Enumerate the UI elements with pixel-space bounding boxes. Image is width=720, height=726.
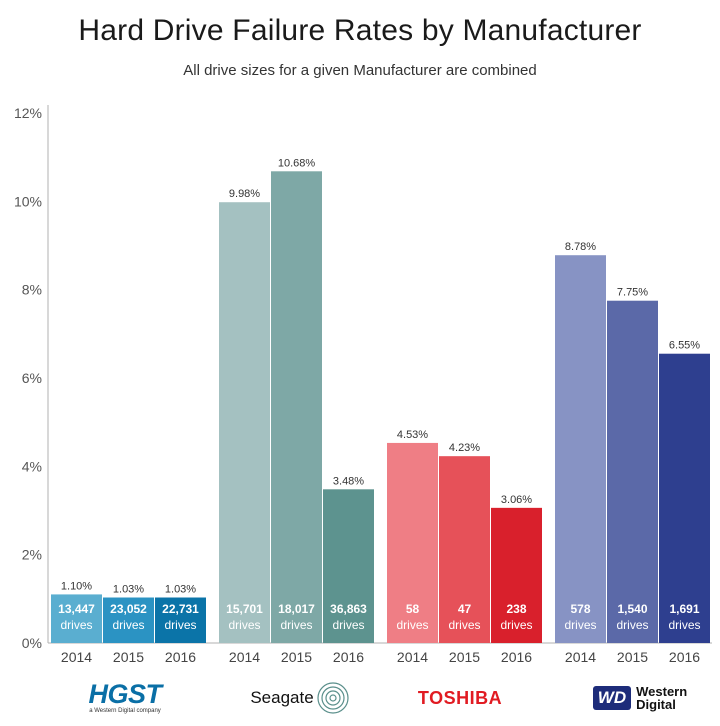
bar-drives-count: 36,863 bbox=[330, 602, 367, 616]
wd-logo-line1: Western bbox=[636, 684, 688, 699]
wd-logo-line2: Digital bbox=[636, 697, 676, 712]
x-tick-label: 2015 bbox=[281, 649, 312, 665]
bar-value-label: 4.23% bbox=[449, 442, 480, 454]
y-tick-label: 8% bbox=[22, 282, 42, 298]
seagate-logo-wordmark: Seagate bbox=[250, 688, 314, 707]
bar-drives-count: 22,731 bbox=[162, 602, 199, 616]
bar-drives-count: 15,701 bbox=[226, 602, 263, 616]
bar-value-label: 1.03% bbox=[113, 584, 144, 596]
x-tick-label: 2016 bbox=[333, 649, 364, 665]
bar-value-label: 8.78% bbox=[565, 241, 596, 253]
bar bbox=[271, 171, 322, 644]
seagate-swirl-icon bbox=[317, 682, 349, 714]
bar-drives-label: drives bbox=[112, 618, 144, 632]
bar-value-label: 9.98% bbox=[229, 188, 260, 200]
y-tick-label: 6% bbox=[22, 370, 42, 386]
y-tick-label: 12% bbox=[14, 105, 42, 121]
bar-drives-label: drives bbox=[448, 618, 480, 632]
x-tick-label: 2015 bbox=[449, 649, 480, 665]
x-tick-label: 2014 bbox=[397, 649, 428, 665]
bar-drives-label: drives bbox=[396, 618, 428, 632]
y-tick-label: 4% bbox=[22, 458, 42, 474]
bar bbox=[439, 456, 490, 643]
bar bbox=[387, 442, 438, 643]
bar-value-label: 3.48% bbox=[333, 475, 364, 487]
bar-drives-count: 1,540 bbox=[617, 602, 647, 616]
bar-drives-label: drives bbox=[668, 618, 700, 632]
hgst-logo-tagline: a Western Digital company bbox=[89, 708, 161, 714]
bar bbox=[219, 202, 270, 643]
y-tick-label: 2% bbox=[22, 547, 42, 563]
wd-logo-wordmark: Western Digital bbox=[636, 685, 687, 711]
bar-drives-label: drives bbox=[164, 618, 196, 632]
bar-value-label: 1.10% bbox=[61, 580, 92, 592]
bar-drives-count: 238 bbox=[506, 602, 526, 616]
bar-drives-label: drives bbox=[228, 618, 260, 632]
bar-drives-label: drives bbox=[564, 618, 596, 632]
bar-drives-count: 58 bbox=[406, 602, 420, 616]
toshiba-logo: TOSHIBA bbox=[405, 680, 515, 716]
chart-subtitle: All drive sizes for a given Manufacturer… bbox=[183, 62, 537, 79]
bar-drives-count: 1,691 bbox=[669, 602, 699, 616]
bar-drives-count: 578 bbox=[570, 602, 590, 616]
bar bbox=[555, 255, 606, 643]
bar-drives-label: drives bbox=[60, 618, 92, 632]
x-tick-label: 2014 bbox=[565, 649, 596, 665]
bar-drives-count: 23,052 bbox=[110, 602, 147, 616]
bar bbox=[659, 353, 710, 643]
toshiba-logo-wordmark: TOSHIBA bbox=[417, 687, 503, 708]
bar bbox=[51, 594, 102, 643]
x-tick-label: 2016 bbox=[501, 649, 532, 665]
bar bbox=[103, 597, 154, 643]
bar-drives-label: drives bbox=[616, 618, 648, 632]
wd-badge: WD bbox=[592, 686, 632, 710]
x-tick-label: 2014 bbox=[61, 649, 92, 665]
y-tick-label: 10% bbox=[14, 193, 42, 209]
bar-drives-count: 18,017 bbox=[278, 602, 315, 616]
x-tick-label: 2015 bbox=[617, 649, 648, 665]
bar bbox=[155, 597, 206, 643]
western-digital-logo: WD Western Digital bbox=[580, 680, 700, 716]
bar bbox=[607, 300, 658, 643]
bar-drives-count: 47 bbox=[458, 602, 472, 616]
bar-value-label: 7.75% bbox=[617, 287, 648, 299]
bar-value-label: 6.55% bbox=[669, 340, 700, 352]
hgst-logo-wordmark: HGST bbox=[88, 679, 162, 709]
bar-drives-label: drives bbox=[332, 618, 364, 632]
x-tick-label: 2015 bbox=[113, 649, 144, 665]
seagate-logo: Seagate bbox=[240, 680, 360, 716]
hgst-logo: HGST a Western Digital company bbox=[70, 680, 180, 716]
x-tick-label: 2016 bbox=[165, 649, 196, 665]
bar-value-label: 3.06% bbox=[501, 494, 532, 506]
x-tick-label: 2014 bbox=[229, 649, 260, 665]
bar bbox=[323, 489, 374, 643]
x-tick-label: 2016 bbox=[669, 649, 700, 665]
chart-title: Hard Drive Failure Rates by Manufacturer bbox=[78, 14, 642, 47]
bar bbox=[491, 507, 542, 643]
y-tick-label: 0% bbox=[22, 635, 42, 651]
bar-drives-label: drives bbox=[280, 618, 312, 632]
bar-value-label: 10.68% bbox=[278, 157, 316, 169]
bar-drives-label: drives bbox=[500, 618, 532, 632]
bar-value-label: 1.03% bbox=[165, 584, 196, 596]
bar-drives-count: 13,447 bbox=[58, 602, 95, 616]
bar-value-label: 4.53% bbox=[397, 429, 428, 441]
